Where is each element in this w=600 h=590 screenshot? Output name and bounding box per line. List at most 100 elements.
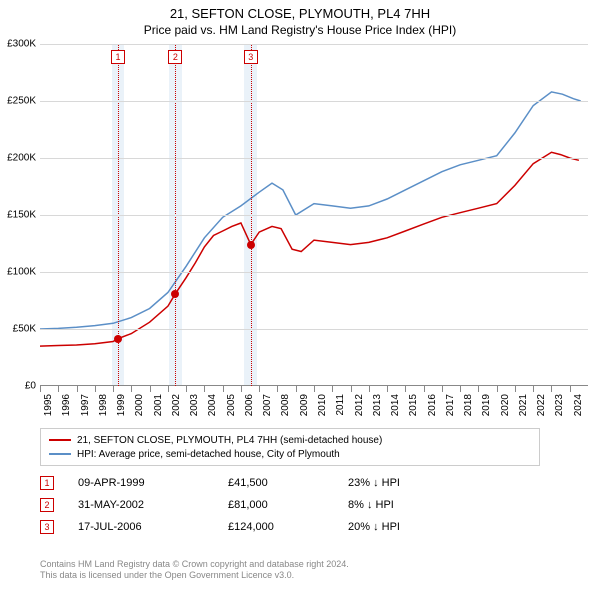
x-tick	[387, 386, 388, 392]
x-tick	[405, 386, 406, 392]
x-tick	[113, 386, 114, 392]
sales-delta: 20% ↓ HPI	[348, 521, 468, 533]
y-tick-label: £0	[0, 381, 36, 392]
x-tick-label: 2000	[134, 394, 145, 416]
x-tick-label: 1998	[98, 394, 109, 416]
x-tick	[77, 386, 78, 392]
x-tick-label: 2024	[573, 394, 584, 416]
series-hpi	[40, 92, 581, 329]
x-tick-label: 1996	[61, 394, 72, 416]
x-tick-label: 2010	[317, 394, 328, 416]
legend-item: HPI: Average price, semi-detached house,…	[49, 447, 531, 461]
sales-row-marker: 1	[40, 476, 54, 490]
x-tick-label: 2015	[408, 394, 419, 416]
sales-price: £81,000	[228, 499, 348, 511]
x-tick-label: 2023	[554, 394, 565, 416]
footer-line1: Contains HM Land Registry data © Crown c…	[40, 559, 349, 571]
x-tick	[424, 386, 425, 392]
chart-plot-area: 123£0£50K£100K£150K£200K£250K£300K199519…	[40, 44, 588, 386]
x-tick	[223, 386, 224, 392]
x-tick	[314, 386, 315, 392]
x-tick	[95, 386, 96, 392]
sales-row: 231-MAY-2002£81,0008% ↓ HPI	[40, 494, 468, 516]
x-tick	[369, 386, 370, 392]
x-tick	[186, 386, 187, 392]
x-tick	[533, 386, 534, 392]
x-tick	[131, 386, 132, 392]
sales-price: £124,000	[228, 521, 348, 533]
x-tick	[570, 386, 571, 392]
x-tick	[58, 386, 59, 392]
sales-row: 3 17-JUL-2006£124,00020% ↓ HPI	[40, 516, 468, 538]
x-tick-label: 2007	[262, 394, 273, 416]
sales-date: 09-APR-1999	[78, 477, 228, 489]
chart-title-block: 21, SEFTON CLOSE, PLYMOUTH, PL4 7HH Pric…	[0, 0, 600, 37]
x-tick-label: 2021	[518, 394, 529, 416]
footer-attribution: Contains HM Land Registry data © Crown c…	[40, 559, 349, 582]
x-tick-label: 2014	[390, 394, 401, 416]
x-tick-label: 2012	[354, 394, 365, 416]
sales-price: £41,500	[228, 477, 348, 489]
legend-swatch	[49, 439, 71, 441]
x-tick-label: 2011	[335, 394, 346, 416]
x-tick	[277, 386, 278, 392]
sales-row: 109-APR-1999£41,50023% ↓ HPI	[40, 472, 468, 494]
x-tick	[332, 386, 333, 392]
footer-line2: This data is licensed under the Open Gov…	[40, 570, 349, 582]
sales-row-marker: 3	[40, 520, 54, 534]
y-tick-label: £50K	[0, 324, 36, 335]
gridline	[40, 329, 588, 330]
x-tick-label: 2005	[226, 394, 237, 416]
sales-row-marker: 2	[40, 498, 54, 512]
x-tick-label: 2004	[207, 394, 218, 416]
x-tick	[241, 386, 242, 392]
x-tick	[551, 386, 552, 392]
chart-subtitle: Price paid vs. HM Land Registry's House …	[0, 23, 600, 37]
x-tick	[478, 386, 479, 392]
y-tick-label: £300K	[0, 39, 36, 50]
gridline	[40, 215, 588, 216]
legend-label: 21, SEFTON CLOSE, PLYMOUTH, PL4 7HH (sem…	[77, 435, 382, 446]
x-tick-label: 2003	[189, 394, 200, 416]
x-tick	[296, 386, 297, 392]
series-property	[40, 152, 579, 346]
x-tick-label: 2016	[427, 394, 438, 416]
y-tick-label: £200K	[0, 153, 36, 164]
x-tick-label: 2019	[481, 394, 492, 416]
sales-date: 31-MAY-2002	[78, 499, 228, 511]
x-tick	[259, 386, 260, 392]
x-tick	[515, 386, 516, 392]
sale-point-dot	[114, 335, 122, 343]
gridline	[40, 158, 588, 159]
x-tick-label: 2022	[536, 394, 547, 416]
y-tick-label: £100K	[0, 267, 36, 278]
x-tick-label: 2009	[299, 394, 310, 416]
sales-date: 17-JUL-2006	[78, 521, 228, 533]
sale-point-dot	[171, 290, 179, 298]
gridline	[40, 44, 588, 45]
legend-swatch	[49, 453, 71, 455]
x-tick	[497, 386, 498, 392]
sale-point-dot	[247, 241, 255, 249]
x-tick	[40, 386, 41, 392]
x-tick-label: 2020	[500, 394, 511, 416]
x-tick-label: 2013	[372, 394, 383, 416]
x-tick-label: 2008	[280, 394, 291, 416]
x-tick-label: 1999	[116, 394, 127, 416]
event-marker-2: 2	[168, 50, 182, 64]
x-tick-label: 2002	[171, 394, 182, 416]
x-tick-label: 1997	[80, 394, 91, 416]
y-tick-label: £150K	[0, 210, 36, 221]
x-tick	[460, 386, 461, 392]
x-tick	[150, 386, 151, 392]
x-tick	[442, 386, 443, 392]
x-tick-label: 2001	[153, 394, 164, 416]
x-tick-label: 2018	[463, 394, 474, 416]
gridline	[40, 272, 588, 273]
sales-table: 109-APR-1999£41,50023% ↓ HPI231-MAY-2002…	[40, 472, 468, 538]
x-tick	[204, 386, 205, 392]
gridline	[40, 101, 588, 102]
chart-title: 21, SEFTON CLOSE, PLYMOUTH, PL4 7HH	[0, 6, 600, 21]
x-tick-label: 2017	[445, 394, 456, 416]
x-tick	[168, 386, 169, 392]
